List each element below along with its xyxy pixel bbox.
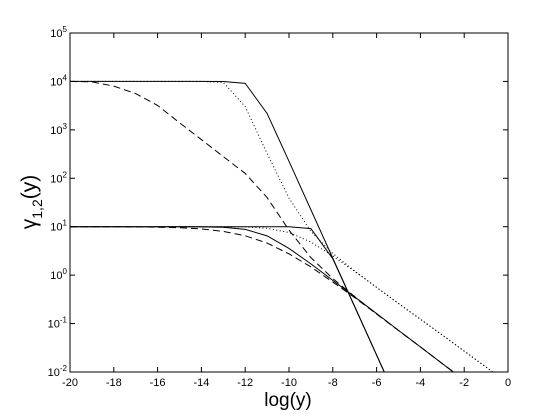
y-tick-label: 102 (50, 170, 67, 185)
y-tick-base: 10 (48, 367, 60, 379)
y-tick-exponent: -1 (60, 316, 68, 325)
y-tick-label: 103 (50, 122, 67, 137)
y-tick-label: 10-1 (48, 316, 68, 331)
x-tick-label: -20 (62, 377, 78, 389)
y-tick-base: 10 (50, 173, 62, 185)
y-tick-exponent: 2 (63, 170, 68, 179)
x-tick-label: -12 (237, 377, 253, 389)
x-tick-label: 0 (505, 377, 511, 389)
y-label-symbol: γ (18, 218, 41, 229)
plot-frame (69, 32, 509, 373)
plot-area (70, 80, 494, 372)
y-tick-base: 10 (50, 125, 62, 137)
x-tick-label: -4 (416, 377, 426, 389)
x-tick-label: -16 (150, 377, 166, 389)
x-tick-label: -8 (328, 377, 338, 389)
y-tick-base: 10 (50, 76, 62, 88)
y-tick-exponent: 3 (63, 122, 68, 131)
y-tick-label: 100 (50, 267, 67, 282)
y-tick-base: 10 (50, 28, 62, 40)
x-tick-label: -2 (459, 377, 469, 389)
y-tick-exponent: 0 (63, 267, 68, 276)
y-tick-base: 10 (48, 319, 60, 331)
x-axis-label: log(y) (264, 390, 312, 411)
x-tick-label: -14 (193, 377, 209, 389)
x-tick-label: -6 (372, 377, 382, 389)
y-tick-base: 10 (50, 222, 62, 234)
y-tick-exponent: 1 (63, 219, 68, 228)
y-label-suffix: (y) (18, 175, 41, 200)
y-tick-exponent: 4 (63, 73, 68, 82)
line-series (70, 226, 455, 372)
y-tick-exponent: -2 (60, 364, 68, 373)
y-tick-base: 10 (50, 270, 62, 282)
y-tick-label: 104 (50, 73, 67, 88)
y-tick-exponent: 5 (63, 25, 68, 34)
x-tick-label: -10 (281, 377, 297, 389)
y-tick-label: 10-2 (48, 364, 68, 379)
line-series (70, 80, 494, 372)
x-tick-label: -18 (106, 377, 122, 389)
y-label-sub: 1,2 (29, 199, 45, 219)
y-axis-label: γ1,2(y) (18, 175, 45, 229)
y-tick-label: 105 (50, 25, 67, 40)
y-tick-label: 101 (50, 219, 67, 234)
